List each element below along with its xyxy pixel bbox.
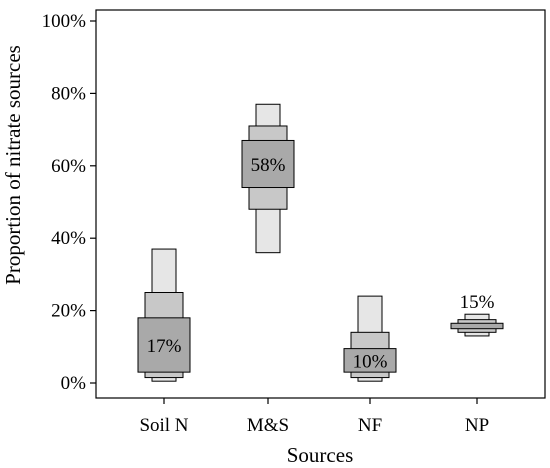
median-label: 58% xyxy=(251,155,286,176)
credible-interval-50 xyxy=(241,139,295,189)
plot-area xyxy=(95,9,546,399)
y-axis: 0% 20% 40% 60% 80% 100% xyxy=(42,11,96,394)
y-tick-label: 60% xyxy=(51,156,86,177)
credible-interval-50 xyxy=(450,322,504,330)
median-label: 17% xyxy=(147,336,182,357)
y-tick-label: 20% xyxy=(51,301,86,322)
y-tick-label: 0% xyxy=(61,373,87,394)
x-axis-title: Sources xyxy=(287,443,354,467)
source-box-3: 10% xyxy=(343,295,397,382)
y-axis-title: Proportion of nitrate sources xyxy=(1,45,25,285)
boxes: 17% 58% 10% 15% xyxy=(137,103,504,382)
median-label: 10% xyxy=(353,351,388,372)
x-tick-label: NP xyxy=(465,415,489,436)
y-tick-label: 80% xyxy=(51,83,86,104)
credible-interval-50 xyxy=(343,348,397,373)
median-label: 15% xyxy=(460,292,495,313)
x-axis: Soil N M&S NF NP xyxy=(139,398,489,436)
source-box-2: 58% xyxy=(241,103,295,254)
credible-interval-50 xyxy=(137,317,191,373)
x-tick-label: NF xyxy=(358,415,382,436)
source-box-4: 15% xyxy=(450,292,504,337)
x-tick-label: M&S xyxy=(247,415,289,436)
y-tick-label: 100% xyxy=(42,11,87,32)
plot-frame xyxy=(95,9,546,399)
x-tick-label: Soil N xyxy=(139,415,188,436)
y-tick-label: 40% xyxy=(51,228,86,249)
source-box-1: 17% xyxy=(137,248,191,382)
